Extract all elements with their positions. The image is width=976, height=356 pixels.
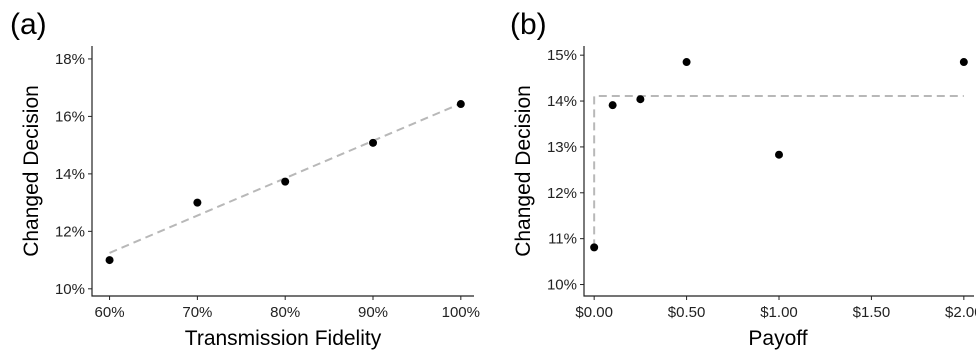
panel-a-data-point (281, 177, 290, 186)
panel-a-data-point (193, 198, 202, 207)
panel-a-x-axis-title: Transmission Fidelity (185, 327, 382, 350)
panel-a: (a) Changed Decision Transmission Fideli… (10, 8, 480, 350)
panel-a-y-axis-title: Changed Decision (20, 85, 43, 257)
panel-b-data-point (590, 243, 599, 252)
panel-b-x-tick-label: $0.00 (575, 304, 613, 321)
panel-b-y-tick-label: 13% (547, 139, 577, 156)
panel-b-y-tick-label: 10% (547, 277, 577, 294)
panel-b-y-tick-label: 14% (547, 93, 577, 110)
panel-a-y-tick-label: 12% (55, 223, 85, 240)
panel-a-y-tick-label: 10% (55, 281, 85, 298)
panel-a-data-point (105, 256, 114, 265)
panel-a-y-tick-label: 18% (55, 51, 85, 68)
panel-b-trend-line (593, 95, 964, 248)
panel-b-x-axis-title: Payoff (748, 327, 807, 350)
panel-b-x-tick-label: $0.50 (668, 304, 706, 321)
panel-b-data-point (682, 58, 691, 67)
panel-a-x-tick-label: 60% (95, 304, 125, 321)
panel-b-data-point (636, 95, 645, 104)
panel-a-x-tick-label: 90% (358, 304, 388, 321)
panel-a-data-point (369, 138, 378, 147)
panel-b: (b) Changed Decision Payoff 10% 11% 12% 13%… (510, 8, 976, 350)
panel-b-x-tick-label: $1.00 (760, 304, 798, 321)
panel-a-axes (91, 46, 474, 297)
panel-b-x-tick-label: $2.00 (945, 304, 976, 321)
panel-b-label: (b) (510, 8, 547, 41)
panel-a-data-point (456, 100, 465, 109)
panel-b-data-point (775, 150, 783, 159)
panel-a-y-tick-label: 14% (55, 166, 85, 183)
panel-b-data-point (608, 101, 617, 110)
panel-b-plot-area: 10% 11% 12% 13% 14% 15% $0.00 $0.50 $1.00 $1.50 $2… (547, 46, 976, 321)
panel-b-axes (583, 46, 974, 297)
panel-a-plot-area: 10% 12% 14% 16% 18% 60% 70% 80% 90% 100% (55, 46, 480, 321)
panel-b-y-tick-label: 15% (547, 47, 577, 64)
panel-b-x-tick-label: $1.50 (853, 304, 891, 321)
panel-a-x-tick-label: 70% (182, 304, 212, 321)
panel-b-data-point (959, 58, 968, 67)
panel-a-label: (a) (10, 8, 47, 41)
panel-b-y-axis-title: Changed Decision (512, 85, 535, 257)
panel-a-x-tick-label: 80% (270, 304, 300, 321)
panel-b-y-tick-label: 12% (547, 185, 577, 202)
panel-a-x-tick-label: 100% (442, 304, 480, 321)
panel-a-trend-line (109, 102, 462, 254)
panel-a-y-tick-label: 16% (55, 108, 85, 125)
panel-b-y-tick-label: 11% (548, 231, 577, 248)
